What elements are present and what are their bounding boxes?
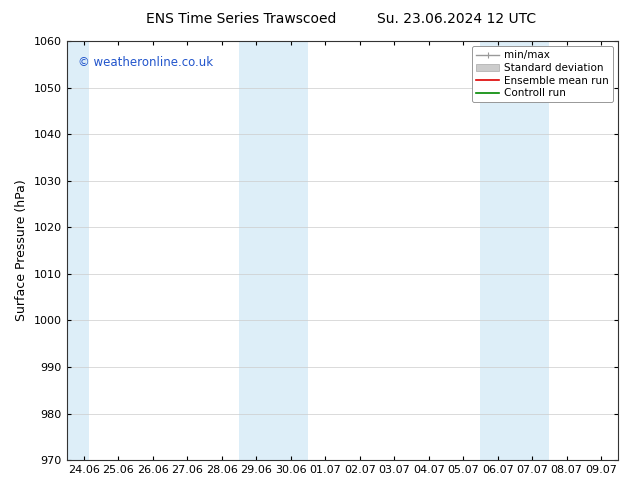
Text: ENS Time Series Trawscoed: ENS Time Series Trawscoed	[146, 12, 336, 26]
Text: Su. 23.06.2024 12 UTC: Su. 23.06.2024 12 UTC	[377, 12, 536, 26]
Y-axis label: Surface Pressure (hPa): Surface Pressure (hPa)	[15, 180, 28, 321]
Text: © weatheronline.co.uk: © weatheronline.co.uk	[77, 56, 212, 69]
Bar	[239, 41, 308, 460]
Bar	[67, 41, 89, 460]
Bar	[481, 41, 550, 460]
Legend: min/max, Standard deviation, Ensemble mean run, Controll run: min/max, Standard deviation, Ensemble me…	[472, 46, 613, 102]
